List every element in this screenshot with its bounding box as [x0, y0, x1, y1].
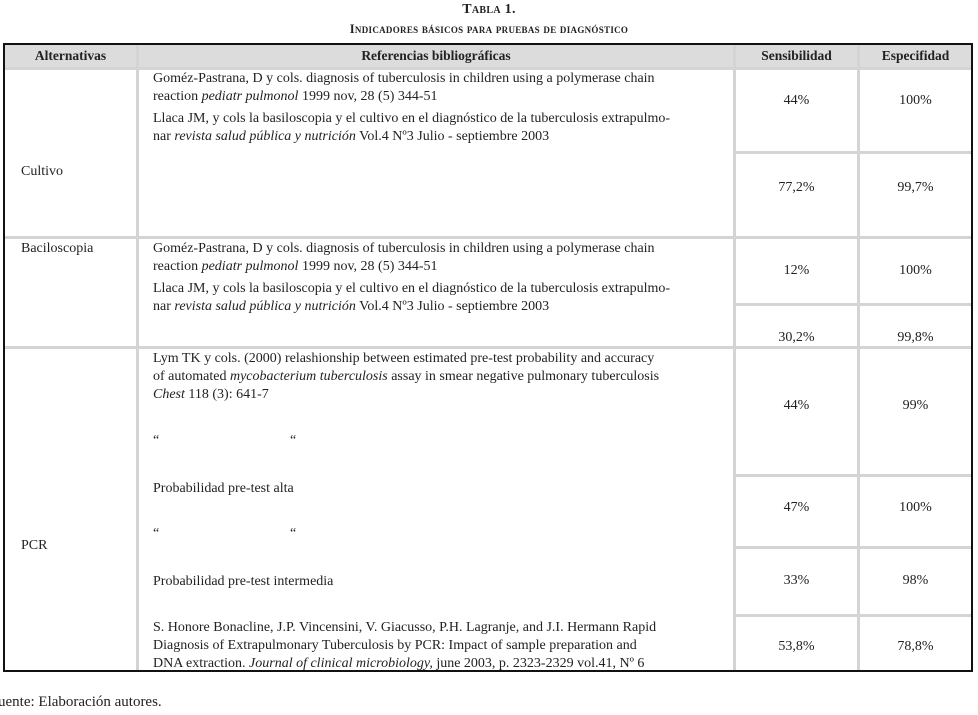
espec-value: 100% [899, 263, 932, 278]
table-header [5, 45, 971, 68]
sens-value: 53,8% [778, 639, 815, 654]
sens-value: 77,2% [778, 180, 815, 195]
ref-honore: S. Honore Bonacline, J.P. Vincensini, V.… [153, 620, 657, 671]
espec-value: 99% [902, 398, 929, 413]
ref-alta: Probabilidad pre-test alta [153, 481, 294, 496]
ditto-mark: “ [153, 433, 160, 448]
sens-value: 30,2% [778, 330, 815, 345]
espec-value: 78,8% [897, 639, 934, 654]
sens-value: 47% [783, 500, 810, 515]
ref-intermedia: Probabilidad pre-test intermedia [153, 574, 334, 589]
ref-gomez-llaca: Goméz-Pastrana, D y cols. diagnosis of t… [153, 241, 671, 314]
espec-value: 100% [899, 93, 932, 108]
espec-value: 100% [899, 500, 932, 515]
sens-value: 12% [783, 263, 810, 278]
ref-lym: Lym TK y cols. (2000) relashionship betw… [153, 351, 660, 402]
row-label-baciloscopia: Baciloscopia [21, 241, 94, 256]
row-label-pcr: PCR [21, 538, 48, 553]
table-subtitle: Indicadores básicos para pruebas de diag… [349, 22, 629, 36]
espec-value: 99,7% [897, 180, 934, 195]
ref-gomez: Goméz-Pastrana, D y cols. diagnosis of t… [153, 71, 671, 144]
ditto-mark: “ [153, 526, 160, 541]
table-title: Tabla 1. [462, 2, 516, 17]
ditto-mark: “ [290, 433, 297, 448]
sens-value: 44% [783, 93, 810, 108]
diagnostic-table: Alternativas Referencias bibliográficas … [3, 43, 973, 672]
sens-value: 44% [783, 398, 810, 413]
header-referencias: Referencias bibliográficas [361, 48, 511, 63]
header-sensibilidad: Sensibilidad [761, 48, 832, 63]
espec-value: 99,8% [897, 330, 934, 345]
header-alternativas: Alternativas [34, 48, 107, 63]
row-label-cultivo: Cultivo [21, 164, 64, 179]
source-note: uente: Elaboración autores. [0, 694, 162, 710]
sens-value: 33% [783, 573, 810, 588]
ditto-mark: “ [290, 526, 297, 541]
espec-value: 98% [902, 573, 929, 588]
header-especifidad: Especifidad [881, 48, 950, 63]
